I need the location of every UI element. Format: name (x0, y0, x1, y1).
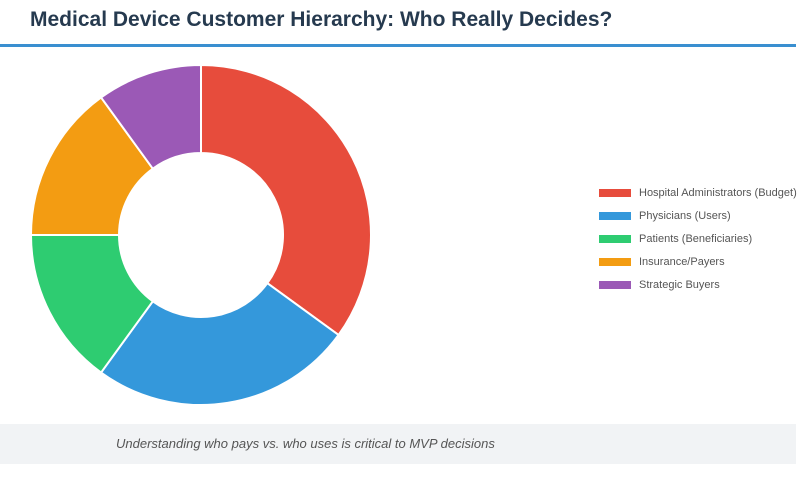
donut-slice-hospital-administrators-budget[interactable] (200, 63, 372, 337)
legend-item-physicians-users[interactable]: Physicians (Users) (599, 204, 797, 227)
legend-swatch (599, 211, 631, 220)
legend-label: Hospital Administrators (Budget) (639, 186, 797, 199)
legend-item-strategic-buyers[interactable]: Strategic Buyers (599, 273, 797, 296)
title-bar: Medical Device Customer Hierarchy: Who R… (0, 0, 796, 47)
legend-label: Physicians (Users) (639, 209, 731, 222)
legend-swatch (599, 257, 631, 266)
legend-swatch (599, 188, 631, 197)
chart-title: Medical Device Customer Hierarchy: Who R… (30, 8, 613, 31)
donut-chart (29, 63, 372, 406)
legend-swatch (599, 234, 631, 243)
chart-legend: Hospital Administrators (Budget) Physicia… (599, 181, 797, 296)
legend-label: Insurance/Payers (639, 255, 725, 268)
footer: Understanding who pays vs. who uses is c… (0, 424, 796, 464)
legend-item-patients-beneficiaries[interactable]: Patients (Beneficiaries) (599, 227, 797, 250)
chart-area: Hospital Administrators (Budget) Physicia… (0, 48, 800, 422)
donut-slice-physicians-users[interactable] (99, 281, 340, 406)
legend-label: Patients (Beneficiaries) (639, 232, 753, 245)
footer-note: Understanding who pays vs. who uses is c… (116, 436, 495, 451)
legend-item-insurance-payers[interactable]: Insurance/Payers (599, 250, 797, 273)
legend-item-hospital-administrators-budget[interactable]: Hospital Administrators (Budget) (599, 181, 797, 204)
donut-slice-strategic-buyers[interactable] (99, 63, 202, 171)
legend-swatch (599, 280, 631, 289)
legend-label: Strategic Buyers (639, 278, 720, 291)
